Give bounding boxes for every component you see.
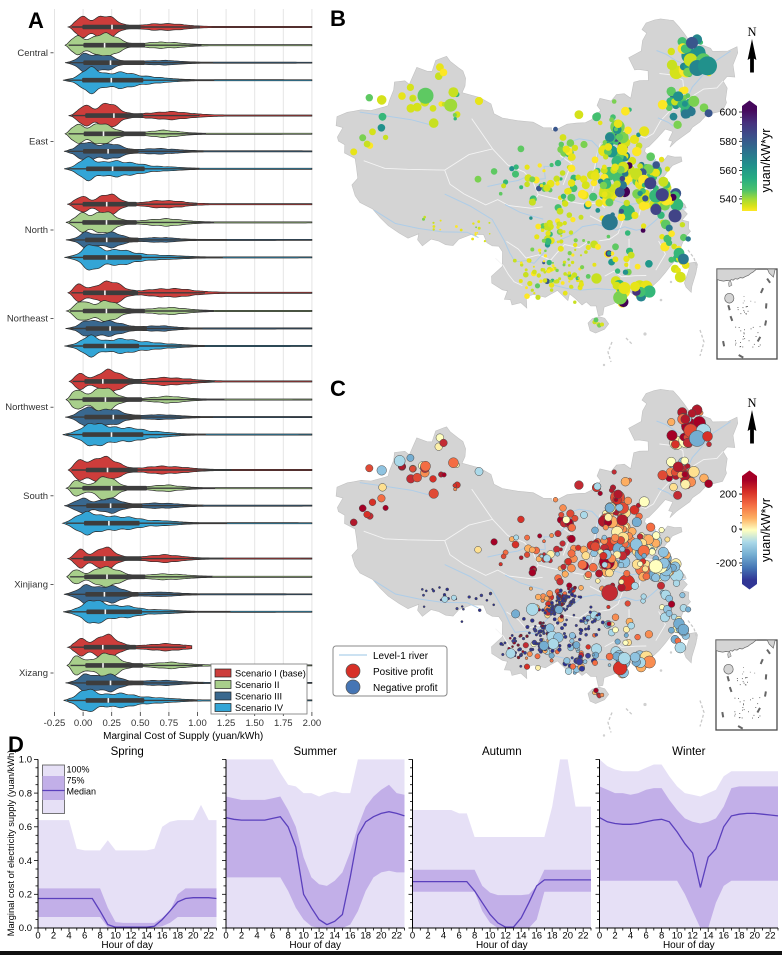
svg-text:Scenario II: Scenario II — [235, 680, 279, 690]
svg-text:Northeast: Northeast — [7, 314, 49, 325]
svg-text:22: 22 — [391, 931, 402, 942]
svg-text:0.6: 0.6 — [19, 822, 32, 833]
svg-text:N: N — [747, 396, 756, 410]
svg-text:0.0: 0.0 — [19, 923, 32, 934]
svg-text:0.8: 0.8 — [19, 788, 32, 799]
svg-text:Xizang: Xizang — [19, 668, 48, 679]
svg-text:75%: 75% — [67, 776, 85, 786]
svg-text:0.2: 0.2 — [19, 890, 32, 901]
svg-text:1.50: 1.50 — [245, 718, 264, 729]
svg-text:A: A — [28, 8, 44, 33]
svg-text:Marginal cost of electricity s: Marginal cost of electricity supply (yua… — [6, 750, 16, 937]
svg-text:2: 2 — [51, 931, 56, 942]
svg-text:Hour of day: Hour of day — [101, 940, 153, 951]
svg-text:22: 22 — [578, 931, 589, 942]
svg-text:18: 18 — [360, 931, 371, 942]
svg-text:0.00: 0.00 — [74, 718, 93, 729]
svg-text:Negative profit: Negative profit — [373, 683, 438, 694]
svg-text:-0.25: -0.25 — [44, 718, 66, 729]
svg-text:16: 16 — [718, 931, 729, 942]
svg-text:Autumn: Autumn — [482, 746, 522, 758]
svg-text:Spring: Spring — [111, 746, 144, 758]
svg-text:22: 22 — [203, 931, 214, 942]
svg-text:1.25: 1.25 — [217, 718, 236, 729]
svg-text:0: 0 — [35, 931, 40, 942]
svg-text:540: 540 — [719, 193, 737, 205]
svg-text:Scenario I (base): Scenario I (base) — [235, 669, 306, 679]
svg-text:Positive profit: Positive profit — [373, 667, 433, 678]
svg-text:Scenario III: Scenario III — [235, 692, 282, 702]
svg-text:Northwest: Northwest — [5, 402, 48, 413]
svg-text:N: N — [747, 25, 756, 39]
svg-text:0.75: 0.75 — [160, 718, 179, 729]
svg-text:Median: Median — [67, 787, 97, 797]
svg-text:Hour of day: Hour of day — [476, 940, 528, 951]
svg-text:Scenario IV: Scenario IV — [235, 703, 284, 713]
svg-text:Level-1 river: Level-1 river — [373, 651, 429, 662]
svg-text:yuan/kW*yr: yuan/kW*yr — [759, 498, 773, 562]
svg-text:600: 600 — [719, 107, 737, 119]
svg-text:16: 16 — [531, 931, 542, 942]
svg-text:-200: -200 — [716, 558, 737, 570]
svg-text:0.4: 0.4 — [19, 856, 32, 867]
svg-text:Summer: Summer — [293, 746, 337, 758]
svg-text:South: South — [23, 491, 48, 502]
svg-text:C: C — [330, 376, 346, 401]
svg-text:4: 4 — [441, 931, 446, 942]
svg-text:2: 2 — [239, 931, 244, 942]
svg-text:East: East — [29, 136, 48, 147]
svg-text:North: North — [25, 225, 48, 236]
svg-text:Central: Central — [17, 48, 48, 59]
svg-text:0: 0 — [731, 524, 737, 536]
svg-text:4: 4 — [66, 931, 71, 942]
svg-text:16: 16 — [345, 931, 356, 942]
svg-text:16: 16 — [157, 931, 168, 942]
svg-text:20: 20 — [749, 931, 760, 942]
svg-text:20: 20 — [188, 931, 199, 942]
svg-text:2: 2 — [612, 931, 617, 942]
svg-text:6: 6 — [270, 931, 275, 942]
svg-text:1.75: 1.75 — [274, 718, 293, 729]
svg-text:yuan/kW*yr: yuan/kW*yr — [759, 129, 773, 193]
svg-text:2.00: 2.00 — [303, 718, 322, 729]
svg-text:22: 22 — [765, 931, 776, 942]
svg-text:18: 18 — [547, 931, 558, 942]
svg-text:1.0: 1.0 — [19, 755, 32, 766]
svg-text:0: 0 — [597, 931, 602, 942]
svg-text:0: 0 — [410, 931, 415, 942]
svg-text:18: 18 — [734, 931, 745, 942]
svg-text:20: 20 — [562, 931, 573, 942]
svg-text:B: B — [330, 6, 346, 31]
svg-text:20: 20 — [376, 931, 387, 942]
svg-text:Hour of day: Hour of day — [663, 940, 715, 951]
svg-text:1.00: 1.00 — [188, 718, 207, 729]
svg-text:Marginal Cost of Supply (yuan/: Marginal Cost of Supply (yuan/kWh) — [103, 731, 263, 742]
svg-text:0.50: 0.50 — [131, 718, 150, 729]
svg-text:560: 560 — [719, 165, 737, 177]
svg-text:18: 18 — [172, 931, 183, 942]
svg-text:Winter: Winter — [672, 746, 705, 758]
svg-text:6: 6 — [456, 931, 461, 942]
svg-text:200: 200 — [719, 489, 737, 501]
svg-text:Xinjiang: Xinjiang — [14, 579, 48, 590]
svg-text:2: 2 — [425, 931, 430, 942]
svg-text:Hour of day: Hour of day — [289, 940, 341, 951]
svg-text:4: 4 — [628, 931, 633, 942]
svg-text:100%: 100% — [67, 765, 90, 775]
svg-text:0: 0 — [223, 931, 228, 942]
svg-text:4: 4 — [254, 931, 259, 942]
svg-text:6: 6 — [82, 931, 87, 942]
svg-text:580: 580 — [719, 136, 737, 148]
svg-text:0.25: 0.25 — [102, 718, 121, 729]
svg-text:6: 6 — [643, 931, 648, 942]
